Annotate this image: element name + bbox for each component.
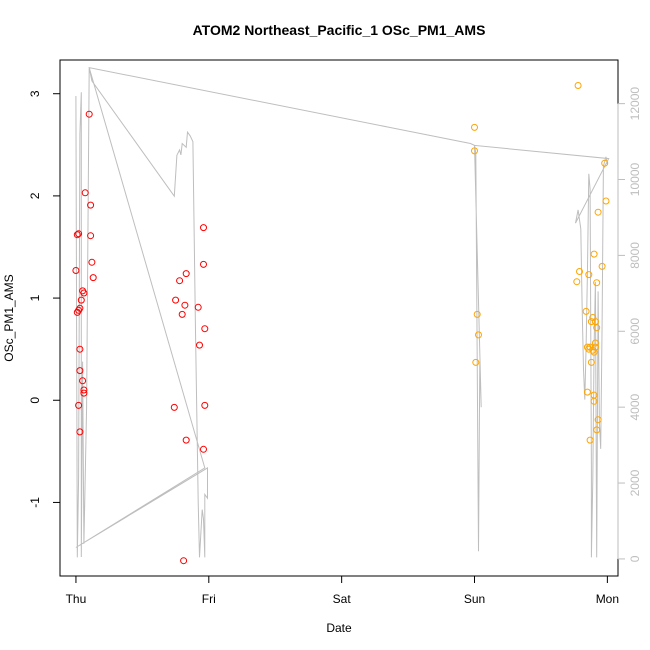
data-point: [181, 301, 189, 309]
data-point: [200, 260, 207, 268]
y-axis-left: -1 0 1 2 3: [28, 90, 61, 508]
series-line: [75, 66, 610, 558]
data-point: [194, 303, 202, 311]
data-point: [593, 426, 601, 434]
data-point: [473, 310, 481, 318]
data-point: [182, 436, 190, 444]
y2-tick-label: 6000: [628, 318, 642, 345]
y2-tick-label: 12000: [628, 87, 642, 121]
data-point: [586, 436, 594, 444]
data-point: [76, 428, 84, 436]
data-point: [87, 201, 95, 209]
x-axis-label: Date: [326, 621, 352, 635]
data-point: [594, 208, 602, 216]
x-axis: Thu Fri Sat Sun Mon: [66, 575, 619, 606]
data-point: [81, 189, 89, 197]
x-tick-label: Mon: [596, 592, 619, 606]
data-point: [576, 268, 583, 275]
data-point: [593, 279, 601, 287]
data-point: [587, 358, 595, 366]
gray-line-layer: [75, 66, 610, 558]
y-axis-label: OSc_PM1_AMS: [2, 274, 16, 361]
data-point: [471, 123, 478, 131]
data-point: [89, 274, 97, 282]
data-point: [80, 289, 88, 297]
data-point: [178, 310, 186, 318]
data-point: [85, 110, 93, 118]
data-point: [590, 250, 598, 258]
y2-tick-label: 2000: [628, 469, 642, 496]
data-point: [573, 278, 581, 286]
data-point: [591, 339, 599, 347]
x-tick-label: Sun: [464, 592, 485, 606]
data-point: [80, 389, 88, 397]
data-point: [80, 386, 88, 394]
data-point: [201, 325, 209, 333]
data-point: [180, 557, 188, 565]
data-point: [77, 296, 85, 304]
data-point: [601, 159, 609, 167]
data-point: [591, 343, 599, 351]
data-point: [594, 416, 602, 424]
data-point: [582, 307, 590, 315]
data-point: [176, 277, 184, 285]
y-tick-label: -1: [28, 497, 42, 508]
data-point: [598, 262, 606, 270]
data-point: [170, 403, 178, 411]
data-point: [79, 377, 87, 385]
y-axis-right: 0 2000 4000 6000 8000 10000 12000: [617, 87, 642, 562]
data-point: [590, 397, 598, 405]
y-tick-label: 2: [28, 192, 42, 199]
points-layer: [72, 82, 610, 565]
data-point: [602, 197, 610, 205]
data-point: [88, 258, 96, 266]
data-point: [87, 232, 95, 240]
data-point: [73, 231, 81, 239]
data-point: [75, 230, 83, 238]
data-point: [585, 271, 593, 279]
y-tick-label: 0: [28, 397, 42, 404]
y-tick-label: 3: [28, 90, 42, 97]
x-tick-label: Sat: [333, 592, 352, 606]
data-point: [76, 367, 84, 375]
data-point: [76, 304, 84, 312]
data-point: [590, 348, 598, 356]
plot-frame: [59, 59, 619, 577]
data-point: [587, 318, 595, 326]
data-point: [75, 306, 83, 314]
data-point: [593, 324, 601, 332]
y2-tick-label: 4000: [628, 393, 642, 420]
data-point: [201, 401, 209, 409]
y2-tick-label: 8000: [628, 242, 642, 269]
data-point: [475, 331, 482, 339]
x-tick-label: Fri: [202, 592, 216, 606]
data-point: [471, 147, 478, 155]
data-point: [172, 296, 180, 304]
data-point: [472, 358, 480, 366]
y2-tick-label: 10000: [628, 163, 642, 197]
chart-title: ATOM2 Northeast_Pacific_1 OSc_PM1_AMS: [193, 22, 486, 38]
data-point: [76, 345, 84, 353]
data-point: [182, 270, 190, 278]
data-point: [200, 445, 207, 453]
data-point: [75, 401, 83, 409]
data-point: [196, 341, 203, 349]
data-point: [583, 388, 591, 396]
data-point: [200, 224, 207, 232]
y2-tick-label: 0: [628, 555, 642, 562]
x-tick-label: Thu: [66, 592, 87, 606]
data-point: [72, 267, 80, 274]
data-point: [574, 82, 582, 89]
y-tick-label: 1: [28, 294, 42, 301]
